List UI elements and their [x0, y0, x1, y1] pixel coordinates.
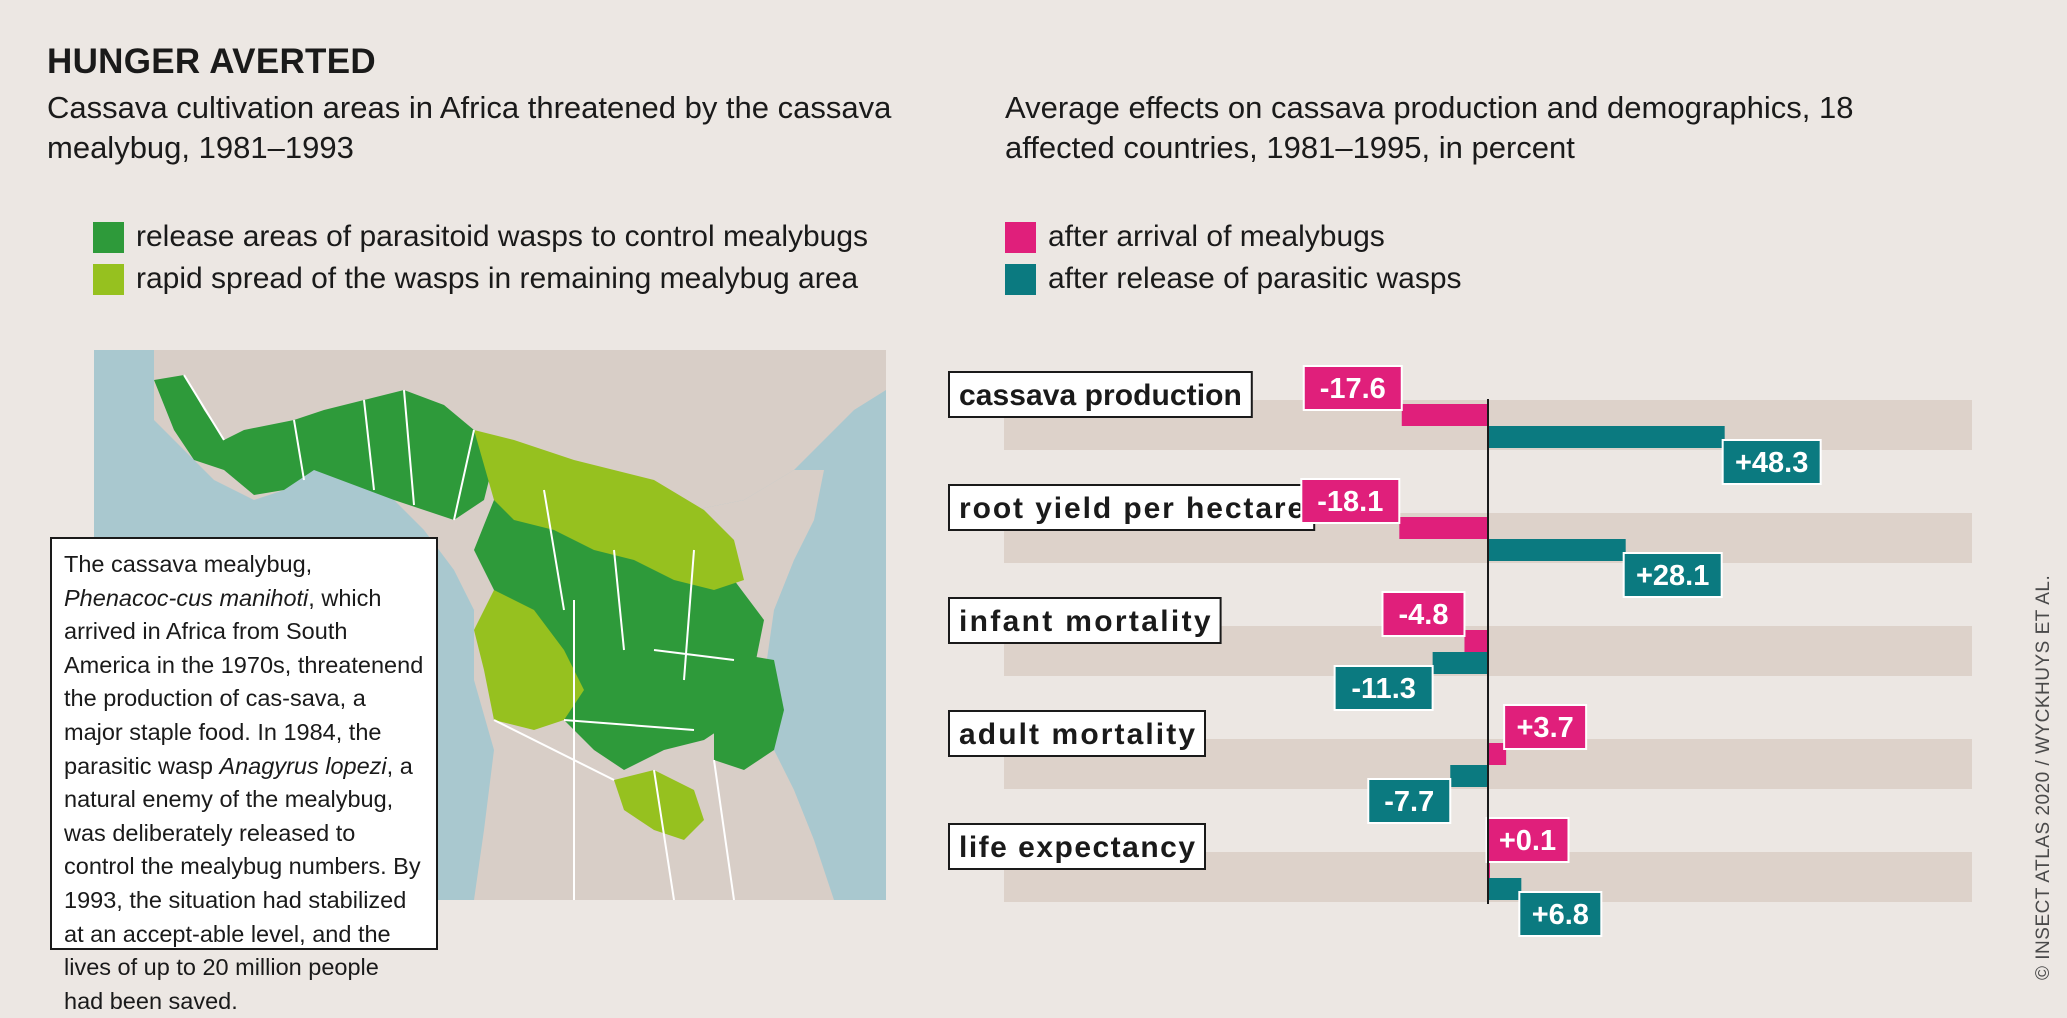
release-area-west: [154, 375, 494, 520]
row-band: [1004, 739, 1972, 789]
note-box: The cassava mealybug, Phenacoc-cus manih…: [50, 537, 438, 1014]
category-label-box: [948, 371, 1253, 418]
map-subtitle: Cassava cultivation areas in Africa thre…: [47, 90, 892, 165]
category-label: infant mortality: [959, 605, 1211, 638]
data-label-mealybugs: +3.7: [1517, 712, 1574, 744]
chart-legend: after arrival of mealybugs after release…: [1005, 216, 1462, 300]
note-text: The cassava mealybug, Phenacoc-cus manih…: [64, 551, 424, 1014]
category-label-box: [948, 484, 1316, 531]
category-label: cassava production: [959, 379, 1242, 412]
data-label-wasps: +48.3: [1735, 447, 1808, 479]
data-label-mealybugs: +0.1: [1499, 825, 1556, 857]
chart-legend-label: after arrival of mealybugs: [1048, 220, 1385, 253]
data-label-wasps: +6.8: [1532, 899, 1589, 931]
data-label-mealybugs-box: [1485, 817, 1570, 863]
data-label-mealybugs-box: [1300, 478, 1401, 524]
bar-mealybugs: [1488, 743, 1507, 765]
row-band: [1004, 400, 1972, 450]
credit-text: © INSECT ATLAS 2020 / WYCKHUYS ET AL.: [2033, 574, 2054, 980]
data-label-wasps-box: [1367, 778, 1452, 824]
data-label-mealybugs-box: [1302, 365, 1403, 411]
data-label-mealybugs-box: [1503, 704, 1588, 750]
bar-mealybugs: [1399, 517, 1488, 539]
mealybug-series-swatch: [1005, 221, 1036, 253]
map-legend-label: rapid spread of the wasps in remaining m…: [136, 262, 859, 295]
bar-wasps: [1488, 539, 1626, 561]
category-label-box: [948, 710, 1206, 757]
bar-wasps: [1432, 652, 1488, 674]
map-legend-label: release areas of parasitoid wasps to con…: [136, 220, 869, 253]
chart-legend-item: after arrival of mealybugs: [1005, 216, 1462, 258]
row-band: [1004, 513, 1972, 563]
category-label: root yield per hectare: [959, 492, 1304, 525]
spread-area-swatch: [93, 263, 124, 295]
data-label-wasps: -11.3: [1351, 673, 1416, 705]
bar-mealybugs: [1464, 630, 1488, 652]
category-label: life expectancy: [959, 831, 1195, 864]
chart-subtitle: Average effects on cassava production an…: [1005, 90, 1854, 165]
wasp-series-swatch: [1005, 263, 1036, 295]
data-label-wasps: -7.7: [1384, 786, 1434, 818]
data-label-wasps-box: [1518, 891, 1603, 937]
category-label-box: [948, 823, 1206, 870]
map-legend-item: rapid spread of the wasps in remaining m…: [93, 258, 868, 300]
category-label-box: [948, 597, 1222, 644]
row-band: [1004, 626, 1972, 676]
data-label-mealybugs: -17.6: [1320, 373, 1386, 405]
bar-wasps: [1488, 426, 1725, 448]
release-area-swatch: [93, 221, 124, 253]
spread-area-interior: [474, 590, 584, 730]
country-borders: [183, 374, 735, 900]
release-area-east: [714, 650, 784, 770]
map-land-northeast: [744, 350, 886, 390]
category-label: adult mortality: [959, 718, 1195, 751]
data-label-wasps: +28.1: [1636, 560, 1709, 592]
bar-wasps: [1450, 765, 1488, 787]
data-label-wasps-box: [1721, 439, 1822, 485]
data-label-mealybugs: -18.1: [1317, 486, 1383, 518]
chart-legend-label: after release of parasitic wasps: [1048, 262, 1462, 295]
spread-area-coast: [474, 430, 744, 590]
chart-legend-item: after release of parasitic wasps: [1005, 258, 1462, 300]
map-legend: release areas of parasitoid wasps to con…: [93, 216, 868, 300]
data-label-mealybugs-box: [1381, 591, 1466, 637]
bar-wasps: [1488, 878, 1522, 900]
data-label-mealybugs: -4.8: [1398, 599, 1448, 631]
bar-mealybugs: [1488, 856, 1490, 878]
data-label-wasps-box: [1333, 665, 1434, 711]
page-title: HUNGER AVERTED: [47, 42, 376, 81]
row-band: [1004, 852, 1972, 902]
data-label-wasps-box: [1622, 552, 1723, 598]
map-legend-item: release areas of parasitoid wasps to con…: [93, 216, 868, 258]
bar-mealybugs: [1401, 404, 1488, 426]
